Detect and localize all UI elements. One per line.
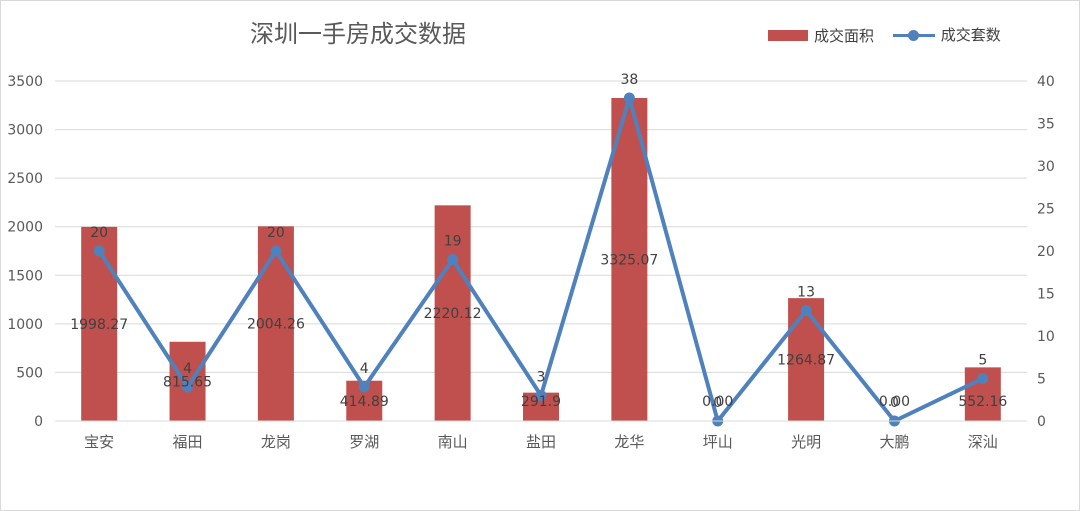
- line-data-label: 13: [797, 285, 815, 301]
- y-left-tick-label: 2500: [7, 171, 43, 187]
- bar-data-label: 0.00: [702, 394, 733, 410]
- x-tick-label: 龙岗: [261, 433, 291, 451]
- x-tick-label: 福田: [173, 433, 203, 451]
- line-point: [358, 381, 370, 393]
- x-tick-label: 南山: [438, 433, 468, 451]
- x-tick-label: 大鹏: [879, 433, 909, 451]
- legend-line-swatch: [892, 29, 935, 41]
- y-left-tick-label: 1000: [7, 317, 43, 333]
- line-point: [977, 373, 989, 384]
- bar-data-label: 0.00: [879, 394, 910, 410]
- bar-data-labels: 1998.27815.652004.26414.892220.12291.933…: [70, 252, 1007, 410]
- line-data-label: 3: [537, 370, 546, 386]
- x-tick-label: 盐田: [526, 433, 556, 451]
- bar: [434, 205, 471, 421]
- x-tick-label: 宝安: [84, 433, 114, 451]
- line-series: [93, 92, 989, 427]
- y-left-tick-label: 0: [34, 414, 43, 430]
- line-data-label: 38: [620, 72, 638, 88]
- legend-item-units: 成交套数: [892, 24, 1001, 45]
- bar-data-label: 815.65: [163, 374, 212, 390]
- line-point: [800, 305, 812, 316]
- bar-data-label: 414.89: [340, 394, 389, 410]
- legend-item-area: 成交面积: [768, 25, 874, 46]
- y-right-tick-label: 15: [1037, 287, 1055, 303]
- x-tick-label: 深汕: [968, 433, 998, 451]
- x-tick-label: 坪山: [703, 433, 733, 451]
- bar: [257, 226, 294, 421]
- line-data-label: 20: [267, 225, 285, 241]
- legend-label-area: 成交面积: [814, 26, 875, 45]
- x-tick-label: 光明: [791, 433, 821, 451]
- bar-data-label: 2004.26: [247, 317, 305, 333]
- line-point: [535, 390, 547, 401]
- bar-data-label: 1998.27: [70, 317, 128, 333]
- bar-data-label: 1264.87: [777, 353, 835, 369]
- legend-bar-swatch: [768, 29, 808, 41]
- x-tick-label: 罗湖: [349, 433, 379, 451]
- y-right-tick-label: 10: [1037, 329, 1055, 345]
- line-point: [182, 381, 194, 393]
- y-left-tick-label: 1500: [7, 268, 43, 284]
- bar: [81, 226, 118, 421]
- y-right-tick-label: 25: [1037, 202, 1055, 218]
- line-data-label: 4: [360, 361, 369, 377]
- line-point: [447, 254, 459, 265]
- line-point: [93, 245, 105, 257]
- line-point: [270, 245, 282, 257]
- bar: [169, 341, 206, 421]
- line-data-label: 0: [713, 395, 722, 411]
- line-point: [623, 92, 635, 104]
- bar: [611, 97, 648, 422]
- chart-legend: 成交面积 成交套数: [768, 24, 1015, 46]
- y-left-tick-label: 500: [16, 365, 43, 381]
- bar: [788, 298, 825, 421]
- y-right-tick-label: 5: [1037, 372, 1046, 388]
- x-tick-label: 龙华: [614, 433, 644, 451]
- axes: 0500100015002000250030003500051015202530…: [7, 74, 1054, 451]
- line-data-label: 0: [890, 395, 899, 411]
- bar-series: [81, 97, 1001, 422]
- bar-data-label: 552.16: [958, 394, 1007, 410]
- line-data-label: 20: [90, 225, 108, 241]
- y-right-tick-label: 30: [1037, 159, 1055, 175]
- legend-label-units: 成交套数: [940, 26, 1001, 44]
- bar-data-label: 3325.07: [600, 252, 658, 268]
- line-data-label: 19: [444, 234, 462, 250]
- y-right-tick-label: 35: [1037, 117, 1055, 133]
- y-right-tick-label: 0: [1037, 414, 1046, 430]
- y-right-tick-label: 40: [1037, 74, 1055, 90]
- y-left-tick-label: 3500: [7, 74, 43, 90]
- line-data-label: 4: [183, 361, 192, 377]
- bar-data-label: 2220.12: [424, 306, 482, 322]
- chart-title: 深圳一手房成交数据: [250, 20, 466, 48]
- line-data-labels: 20 4 20 4 19 3 38 0 13 0 5: [90, 72, 987, 411]
- line-data-label: 5: [978, 353, 987, 369]
- gridlines: [55, 80, 1027, 373]
- y-left-tick-label: 2000: [7, 220, 43, 236]
- bar-data-label: 291.9: [521, 394, 561, 410]
- y-left-tick-label: 3000: [7, 123, 43, 139]
- y-right-tick-label: 20: [1037, 244, 1055, 260]
